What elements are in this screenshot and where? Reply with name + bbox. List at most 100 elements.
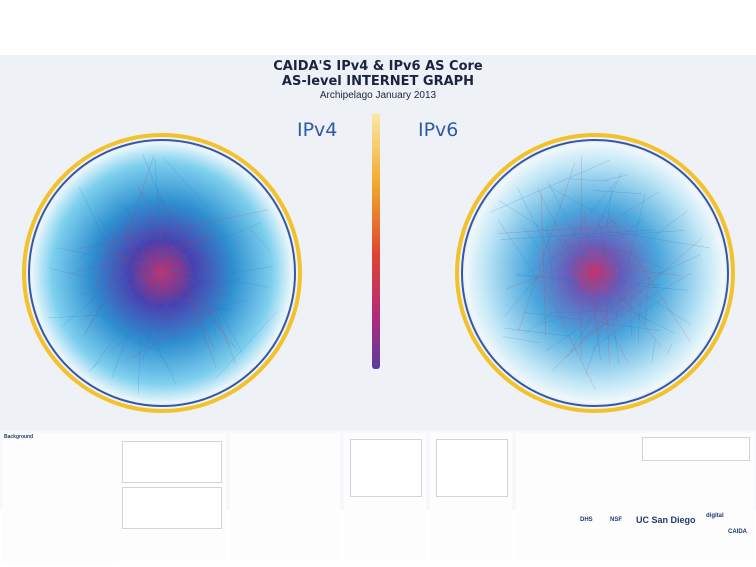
link-line	[644, 277, 650, 327]
link-line	[56, 247, 269, 288]
intro-head: Background	[4, 434, 34, 440]
link-line	[80, 225, 217, 321]
link-line	[613, 305, 625, 313]
link-line	[124, 255, 224, 287]
link-line	[174, 226, 243, 354]
link-line	[138, 239, 145, 395]
link-line	[617, 272, 639, 278]
link-line	[602, 174, 629, 181]
stats-table	[642, 437, 750, 461]
link-line	[250, 229, 271, 252]
link-line	[612, 284, 661, 347]
link-line	[78, 186, 177, 386]
link-line	[579, 246, 632, 253]
link-line	[48, 308, 232, 318]
link-line	[134, 342, 166, 353]
link-line	[79, 274, 142, 296]
link-line	[61, 267, 130, 328]
logo-dhs: DHS	[580, 517, 593, 523]
link-line	[157, 194, 226, 299]
ipv4-ring-inner	[28, 139, 296, 407]
link-line	[171, 245, 222, 253]
link-line	[212, 303, 236, 364]
ipv4-label: IPv4	[297, 119, 338, 141]
link-line	[606, 211, 691, 342]
link-line	[524, 312, 661, 331]
link-line	[546, 226, 554, 295]
link-line	[82, 200, 163, 338]
link-line	[553, 310, 623, 314]
link-line	[602, 241, 665, 270]
link-line	[116, 216, 197, 288]
title-line-3: Archipelago January 2013	[319, 90, 437, 101]
link-line	[638, 303, 641, 343]
link-line	[119, 276, 244, 325]
link-line	[518, 162, 575, 332]
ipv6-graph	[455, 133, 735, 413]
link-line	[111, 254, 219, 282]
link-line	[547, 180, 619, 319]
link-line	[497, 226, 616, 234]
link-line	[497, 219, 565, 320]
link-line	[629, 254, 632, 337]
link-line	[557, 249, 593, 294]
link-line	[525, 211, 688, 334]
ipv6-core	[465, 143, 725, 403]
chart-panel-1	[118, 433, 226, 561]
link-line	[584, 212, 601, 360]
mini-chart-1	[122, 441, 222, 483]
link-line	[214, 310, 278, 380]
link-line	[561, 276, 596, 301]
title-line-1: CAIDA'S IPv4 & IPv6 AS Core	[273, 59, 483, 74]
link-line	[624, 268, 682, 276]
link-line	[554, 307, 596, 390]
link-line	[98, 222, 261, 294]
link-line	[140, 191, 216, 260]
link-line	[530, 191, 660, 272]
link-line	[83, 266, 274, 296]
logo-caida: CAIDA	[728, 529, 747, 535]
ipv4-ring-outer	[22, 133, 302, 413]
link-lines	[48, 153, 711, 395]
logo-digital: digital	[706, 513, 724, 519]
link-line	[176, 258, 217, 368]
link-line	[130, 313, 175, 376]
ipv4-graph	[22, 133, 302, 413]
text-panel-intro: Background	[2, 433, 118, 565]
link-line	[128, 254, 185, 258]
graph-area: CAIDA'S IPv4 & IPv6 AS Core AS-level INT…	[0, 55, 756, 430]
link-line	[158, 250, 239, 352]
link-line	[569, 178, 608, 182]
link-line	[545, 296, 626, 351]
link-line	[112, 274, 230, 297]
link-line	[166, 252, 174, 311]
link-line	[556, 236, 605, 305]
link-line	[500, 229, 656, 240]
link-line	[569, 280, 675, 334]
link-line	[499, 200, 691, 325]
link-line	[585, 270, 622, 376]
link-line	[136, 243, 198, 311]
link-line	[159, 224, 231, 348]
link-line	[517, 187, 560, 273]
link-line	[117, 304, 162, 347]
link-line	[80, 243, 196, 289]
chart-panel-2	[344, 433, 426, 561]
table-panel: DHS NSF UC San Diego digital CAIDA	[516, 433, 754, 561]
link-line	[515, 275, 688, 291]
link-line	[106, 247, 132, 262]
link-line	[517, 274, 661, 286]
link-line	[162, 156, 209, 209]
ipv6-ring-inner	[461, 139, 729, 407]
link-line	[196, 292, 210, 295]
link-line	[591, 298, 663, 349]
link-line	[111, 299, 197, 308]
ipv6-ring-outer	[455, 133, 735, 413]
link-line	[566, 172, 622, 299]
link-line	[151, 215, 181, 256]
title-line-2: AS-level INTERNET GRAPH	[281, 74, 475, 89]
link-line	[594, 190, 612, 320]
link-line	[49, 268, 235, 312]
link-line	[505, 266, 566, 290]
link-line	[119, 255, 131, 276]
